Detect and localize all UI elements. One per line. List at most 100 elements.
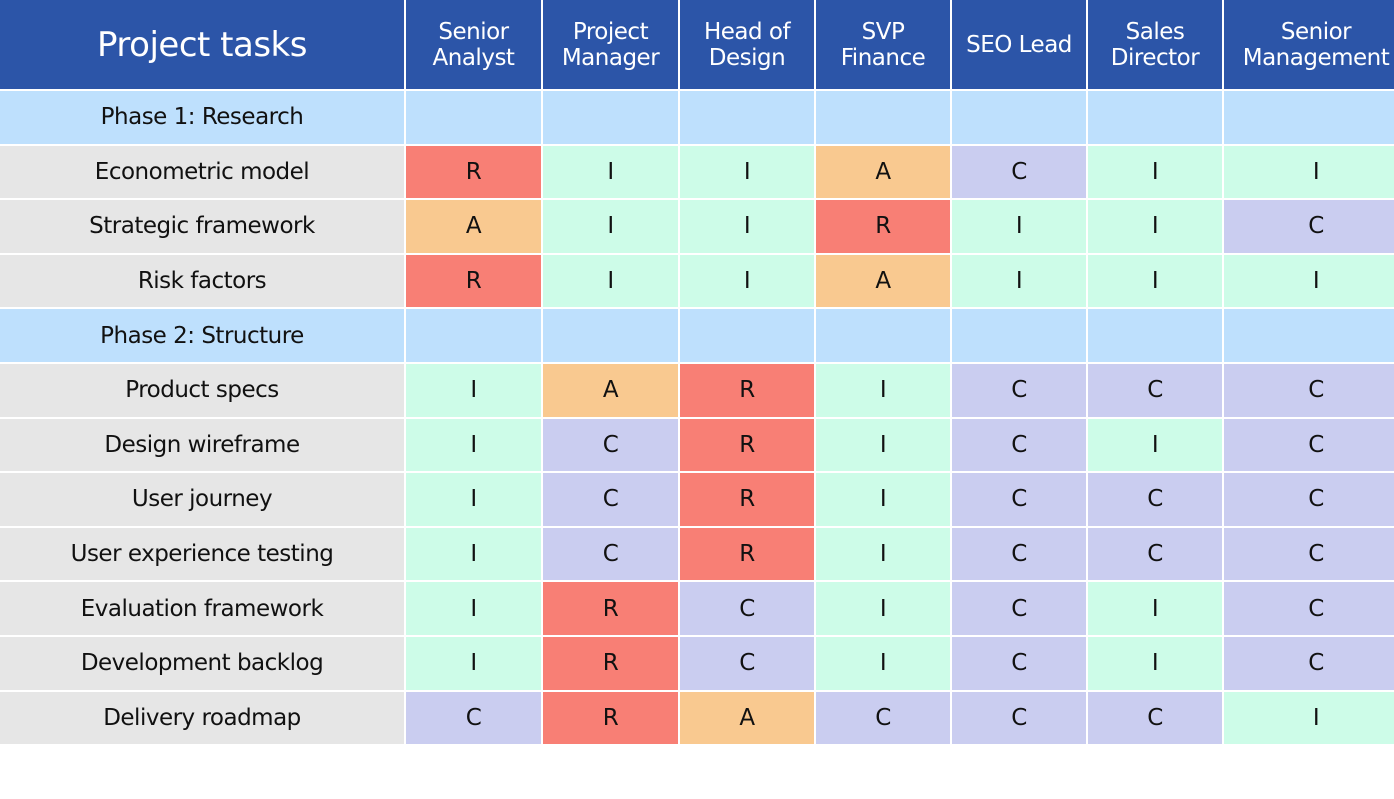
column-header-svp-finance: SVP Finance (816, 0, 950, 89)
raci-cell-I: I (816, 582, 950, 635)
phase-header: Phase 2: Structure (0, 309, 404, 362)
raci-cell-I: I (680, 200, 814, 253)
raci-cell-I: I (406, 418, 541, 472)
phase-empty-cell (680, 309, 814, 362)
raci-cell-C: C (680, 636, 814, 690)
raci-cell-I: I (406, 363, 541, 417)
raci-cell-I: I (816, 636, 950, 690)
raci-cell-I: I (1224, 145, 1394, 199)
raci-cell-I: I (816, 418, 950, 472)
raci-cell-C: C (1224, 527, 1394, 581)
task-name: Evaluation framework (0, 582, 404, 635)
phase-empty-cell (952, 309, 1086, 362)
raci-cell-I: I (1088, 254, 1222, 308)
raci-cell-C: C (1224, 473, 1394, 526)
raci-cell-I: I (406, 473, 541, 526)
raci-cell-I: I (1224, 691, 1394, 745)
raci-cell-C: C (1088, 473, 1222, 526)
phase-empty-cell (1224, 309, 1394, 362)
raci-cell-A: A (543, 363, 678, 417)
raci-cell-R: R (406, 145, 541, 199)
table-title: Project tasks (0, 0, 404, 89)
raci-cell-C: C (952, 691, 1086, 745)
raci-cell-I: I (1224, 254, 1394, 308)
phase-empty-cell (1224, 91, 1394, 144)
phase-empty-cell (816, 309, 950, 362)
column-header-project-manager: Project Manager (543, 0, 678, 89)
task-name: Risk factors (0, 254, 404, 308)
raci-cell-C: C (543, 418, 678, 472)
phase-empty-cell (680, 91, 814, 144)
phase-empty-cell (952, 91, 1086, 144)
phase-empty-cell (1088, 309, 1222, 362)
raci-cell-C: C (816, 691, 950, 745)
task-name: Econometric model (0, 145, 404, 199)
raci-cell-I: I (816, 363, 950, 417)
task-name: Delivery roadmap (0, 691, 404, 745)
raci-cell-R: R (680, 363, 814, 417)
phase-empty-cell (816, 91, 950, 144)
phase-empty-cell (406, 91, 541, 144)
task-name: User journey (0, 473, 404, 526)
raci-cell-I: I (543, 200, 678, 253)
raci-cell-I: I (952, 200, 1086, 253)
raci-cell-A: A (406, 200, 541, 253)
phase-header: Phase 1: Research (0, 91, 404, 144)
raci-cell-C: C (1224, 582, 1394, 635)
phase-empty-cell (543, 91, 678, 144)
raci-cell-R: R (680, 418, 814, 472)
raci-cell-I: I (1088, 582, 1222, 635)
column-header-sales-director: Sales Director (1088, 0, 1222, 89)
task-name: Development backlog (0, 636, 404, 690)
raci-cell-I: I (1088, 200, 1222, 253)
phase-empty-cell (1088, 91, 1222, 144)
raci-cell-C: C (952, 418, 1086, 472)
raci-cell-C: C (952, 636, 1086, 690)
task-name: Strategic framework (0, 200, 404, 253)
task-name: Product specs (0, 363, 404, 417)
raci-cell-C: C (1088, 691, 1222, 745)
raci-cell-A: A (816, 254, 950, 308)
raci-cell-R: R (543, 691, 678, 745)
raci-cell-R: R (816, 200, 950, 253)
raci-cell-I: I (680, 254, 814, 308)
raci-cell-C: C (952, 527, 1086, 581)
raci-cell-C: C (1224, 200, 1394, 253)
raci-cell-R: R (543, 636, 678, 690)
phase-empty-cell (543, 309, 678, 362)
raci-cell-R: R (543, 582, 678, 635)
raci-cell-C: C (406, 691, 541, 745)
raci-cell-C: C (1088, 363, 1222, 417)
raci-cell-A: A (816, 145, 950, 199)
raci-cell-C: C (1224, 363, 1394, 417)
raci-cell-I: I (406, 527, 541, 581)
task-name: User experience testing (0, 527, 404, 581)
raci-cell-I: I (543, 254, 678, 308)
raci-cell-C: C (1088, 527, 1222, 581)
raci-cell-C: C (952, 582, 1086, 635)
task-name: Design wireframe (0, 418, 404, 472)
phase-empty-cell (406, 309, 541, 362)
raci-cell-A: A (680, 691, 814, 745)
raci-cell-C: C (543, 473, 678, 526)
column-header-head-of-design: Head of Design (680, 0, 814, 89)
raci-cell-I: I (816, 527, 950, 581)
raci-cell-I: I (1088, 418, 1222, 472)
raci-cell-R: R (680, 527, 814, 581)
raci-cell-C: C (1224, 636, 1394, 690)
raci-cell-I: I (1088, 145, 1222, 199)
raci-cell-I: I (1088, 636, 1222, 690)
raci-cell-R: R (406, 254, 541, 308)
raci-cell-I: I (406, 582, 541, 635)
raci-cell-I: I (406, 636, 541, 690)
raci-cell-I: I (543, 145, 678, 199)
column-header-senior-management: Senior Management (1224, 0, 1394, 89)
raci-cell-C: C (680, 582, 814, 635)
raci-cell-C: C (1224, 418, 1394, 472)
raci-cell-C: C (952, 473, 1086, 526)
raci-cell-C: C (952, 145, 1086, 199)
raci-cell-I: I (952, 254, 1086, 308)
raci-cell-C: C (952, 363, 1086, 417)
raci-cell-C: C (543, 527, 678, 581)
